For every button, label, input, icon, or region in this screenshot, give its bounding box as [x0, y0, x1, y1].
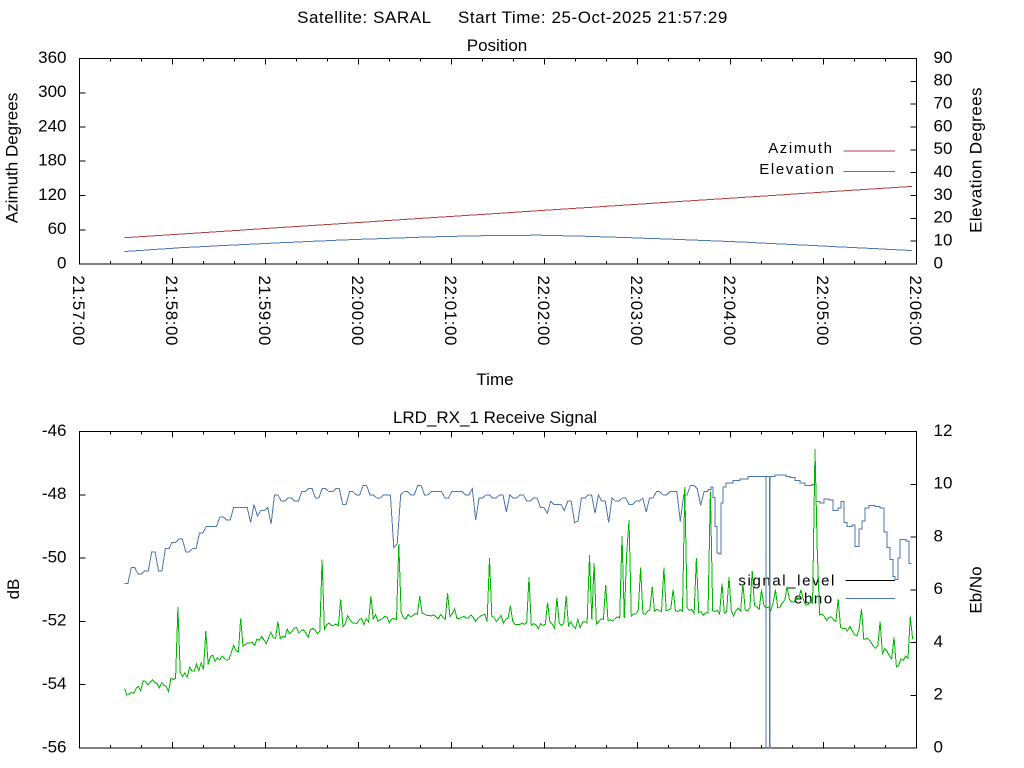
svg-text:22:06:00: 22:06:00 [906, 276, 925, 347]
svg-text:20: 20 [934, 208, 953, 227]
svg-text:80: 80 [934, 71, 953, 90]
svg-text:240: 240 [38, 116, 66, 135]
svg-text:Position: Position [467, 36, 527, 55]
svg-text:Time: Time [476, 370, 513, 389]
svg-text:22:05:00: 22:05:00 [813, 276, 832, 347]
svg-text:6: 6 [934, 579, 943, 598]
svg-text:90: 90 [934, 48, 953, 67]
svg-text:300: 300 [38, 82, 66, 101]
svg-text:8: 8 [934, 526, 943, 545]
svg-text:21:57:00: 21:57:00 [69, 276, 88, 347]
svg-text:-46: -46 [42, 421, 67, 440]
svg-text:-48: -48 [42, 484, 67, 503]
svg-text:2: 2 [934, 685, 943, 704]
svg-text:40: 40 [934, 162, 953, 181]
svg-text:10: 10 [934, 474, 953, 493]
svg-text:22:03:00: 22:03:00 [627, 276, 646, 347]
svg-text:0: 0 [934, 253, 943, 272]
svg-text:0: 0 [57, 253, 66, 272]
svg-text:360: 360 [38, 48, 66, 67]
svg-text:60: 60 [934, 116, 953, 135]
svg-text:22:04:00: 22:04:00 [720, 276, 739, 347]
svg-text:60: 60 [48, 219, 67, 238]
svg-text:0: 0 [934, 737, 943, 756]
svg-text:dB: dB [4, 579, 23, 600]
svg-text:Satellite: SARAL Start Tim: Satellite: SARAL Start Time: 25-Oct-2025… [297, 8, 728, 27]
svg-text:21:59:00: 21:59:00 [255, 276, 274, 347]
svg-text:30: 30 [934, 185, 953, 204]
svg-text:50: 50 [934, 139, 953, 158]
svg-text:22:01:00: 22:01:00 [441, 276, 460, 347]
svg-text:70: 70 [934, 94, 953, 113]
svg-text:Eb/No: Eb/No [967, 566, 986, 613]
svg-text:22:00:00: 22:00:00 [348, 276, 367, 347]
svg-text:Azimuth: Azimuth [768, 140, 833, 157]
svg-text:120: 120 [38, 185, 66, 204]
svg-text:LRD_RX_1 Receive Signal: LRD_RX_1 Receive Signal [393, 408, 597, 427]
svg-text:-54: -54 [42, 674, 67, 693]
svg-text:10: 10 [934, 231, 953, 250]
svg-text:21:58:00: 21:58:00 [162, 276, 181, 347]
svg-text:-50: -50 [42, 548, 67, 567]
svg-text:-52: -52 [42, 611, 67, 630]
svg-text:-56: -56 [42, 737, 67, 756]
svg-text:Azimuth Degrees: Azimuth Degrees [3, 93, 22, 223]
svg-text:signal_level: signal_level [738, 573, 836, 590]
svg-text:180: 180 [38, 151, 66, 170]
svg-text:Elevation Degrees: Elevation Degrees [967, 87, 986, 233]
svg-text:Elevation: Elevation [759, 161, 835, 178]
svg-text:22:02:00: 22:02:00 [534, 276, 553, 347]
svg-text:12: 12 [934, 421, 953, 440]
svg-text:4: 4 [934, 632, 943, 651]
